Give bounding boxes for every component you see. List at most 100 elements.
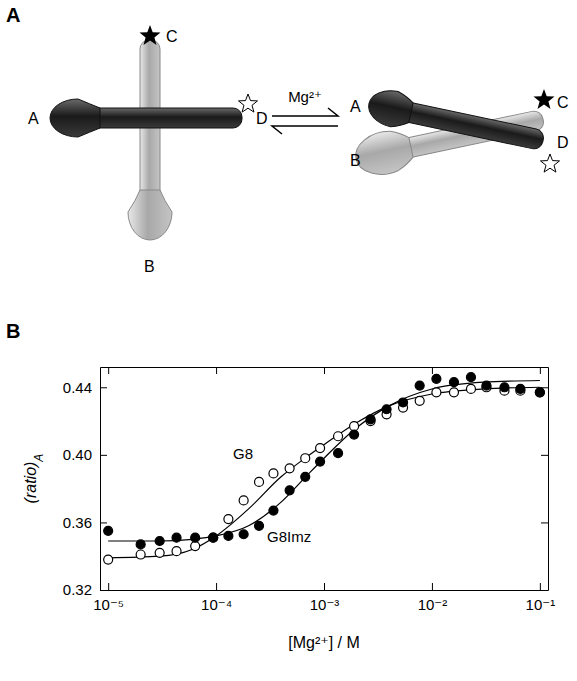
tick-mark [100,590,107,591]
data-point [350,430,359,439]
tick-mark [324,583,325,590]
data-point [155,537,164,546]
data-point [209,533,218,542]
data-point [415,381,424,390]
tick: 10⁻² [418,583,448,613]
star-filled [140,25,161,45]
tick-mark [540,583,541,590]
data-point [449,388,458,397]
data-point [432,388,441,397]
tick-mark [108,583,109,590]
y-axis-title-sub: A [32,454,46,463]
chart: 10⁻⁵10⁻⁴10⁻³10⁻²10⁻¹0.320.360.400.44G8G8… [22,367,555,651]
y-axis-right [541,368,549,591]
tick: 10⁻⁵ [93,583,124,613]
tick-mark [216,583,217,590]
diagram-label: A [350,98,361,115]
tick-label: 10⁻³ [310,596,340,613]
panel-label: A [6,4,20,26]
bulb [50,99,100,137]
data-point [516,384,525,393]
diagram-label: A [28,110,39,127]
x-axis-top [101,367,549,374]
tick-mark [432,583,433,590]
data-point [334,432,343,441]
tick-mark [100,522,107,523]
data-point [224,515,233,524]
label-patch [265,528,313,545]
tick-label: 10⁻⁵ [93,596,124,613]
tick-label: 0.32 [63,581,92,598]
axis-line [100,368,101,591]
tick [324,367,325,374]
annotations: G8G8Imz [231,445,313,545]
tick-label: 10⁻¹ [526,596,556,613]
arrow [272,126,338,134]
data-point [466,373,475,382]
star-filled [534,89,555,109]
axis-line [101,590,549,591]
data-point [191,542,200,551]
tick [540,367,541,374]
axis-line [548,368,549,591]
diagram-label: D [557,134,569,151]
data-point [482,381,491,390]
diagram-label: C [557,94,569,111]
tick-mark [100,387,107,388]
tick-mark [100,455,107,456]
data-point [535,388,544,397]
tick [432,367,433,374]
tick-label: 10⁻² [418,596,448,613]
diagram: ABCDMg²⁺ABCD [28,25,569,275]
data-point [136,540,145,549]
data-point [172,533,181,542]
label-patch [231,445,255,462]
data-point [350,422,359,431]
tick [108,367,109,374]
tube [80,108,242,128]
tick-mark [541,455,548,456]
data-point [382,405,391,414]
data-point [285,486,294,495]
data-point [269,469,278,478]
figure: ABABCDMg²⁺ABCD10⁻⁵10⁻⁴10⁻³10⁻²10⁻¹0.320.… [0,0,577,681]
series-label: G8 [233,445,253,462]
star-open [541,154,560,172]
data-point [136,550,145,559]
tick-mark [108,367,109,374]
helix-dark [50,99,242,137]
data-point [209,533,218,542]
data-point [155,548,164,557]
data-point [466,384,475,393]
data-point [301,472,310,481]
tick: 10⁻⁴ [201,583,232,613]
data-point [104,555,113,564]
y-axis-title-main: (ratio) [22,462,39,504]
tick-label: 10⁻⁴ [201,596,232,613]
tick-label: 0.40 [63,446,92,463]
data-point [500,383,509,392]
tick: 0.40 [63,446,107,463]
data-point [535,388,544,397]
data-point [449,378,458,387]
fit-line [108,387,540,558]
tick-mark [540,367,541,374]
data-point [415,396,424,405]
tube [399,101,545,151]
data-point [285,464,294,473]
data-point [432,374,441,383]
helix-gray [128,40,172,240]
tick-mark [324,367,325,374]
data-point [239,496,248,505]
bulb [365,86,415,130]
data-point [172,547,181,556]
tick: 10⁻¹ [526,583,556,613]
tick [541,522,548,523]
diagram-label: B [144,258,155,275]
data-point [399,398,408,407]
tick-mark [541,590,548,591]
tick: 0.32 [63,581,107,598]
diagram-label: B [350,152,361,169]
data-point [366,415,375,424]
data-point [316,457,325,466]
